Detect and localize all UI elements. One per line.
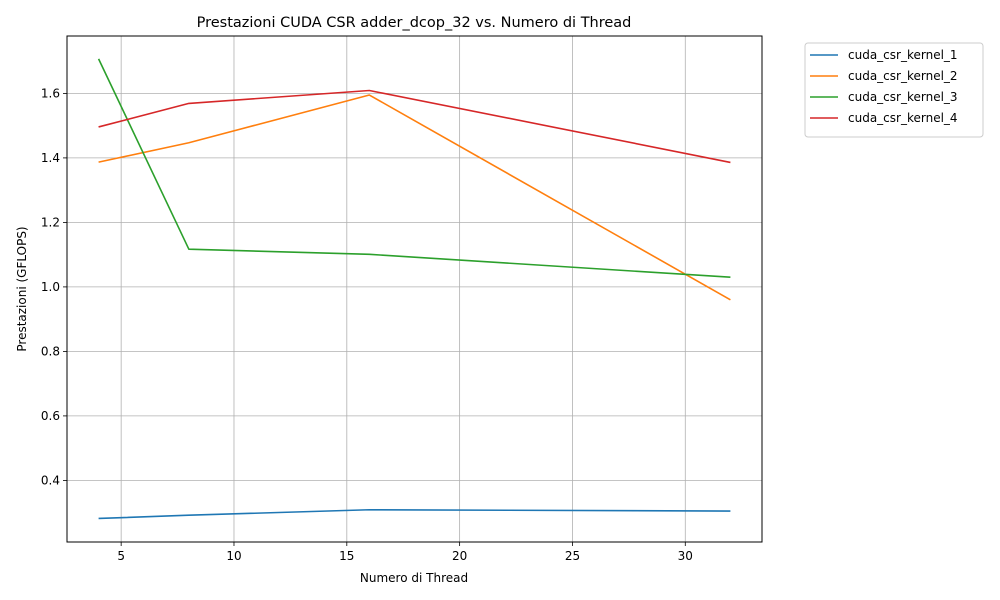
x-tick-label: 15 bbox=[339, 549, 354, 563]
y-tick-label: 0.6 bbox=[41, 409, 60, 423]
x-axis-label: Numero di Thread bbox=[360, 571, 468, 585]
grid-lines bbox=[67, 36, 762, 542]
x-tick-label: 30 bbox=[678, 549, 693, 563]
y-axis-ticks: 0.4 0.6 0.8 1.0 1.2 1.4 1.6 bbox=[41, 86, 67, 487]
legend-label-2: cuda_csr_kernel_2 bbox=[848, 69, 958, 83]
y-tick-label: 1.0 bbox=[41, 280, 60, 294]
x-tick-label: 5 bbox=[117, 549, 125, 563]
plot-area-frame bbox=[66, 35, 763, 543]
x-axis-ticks: 5 10 15 20 25 30 bbox=[117, 542, 693, 563]
y-tick-label: 1.4 bbox=[41, 151, 60, 165]
chart-title: Prestazioni CUDA CSR adder_dcop_32 vs. N… bbox=[197, 15, 632, 31]
series-lines bbox=[97, 58, 731, 520]
x-tick-label: 10 bbox=[226, 549, 241, 563]
series-line-1 bbox=[98, 508, 731, 520]
y-axis-label: Prestazioni (GFLOPS) bbox=[15, 226, 29, 351]
legend-label-1: cuda_csr_kernel_1 bbox=[848, 48, 958, 62]
legend: cuda_csr_kernel_1 cuda_csr_kernel_2 cuda_c… bbox=[804, 42, 984, 138]
y-tick-label: 0.4 bbox=[41, 473, 60, 487]
x-tick-label: 25 bbox=[565, 549, 580, 563]
y-tick-label: 1.2 bbox=[41, 215, 60, 229]
y-tick-label: 1.6 bbox=[41, 86, 60, 100]
legend-label-3: cuda_csr_kernel_3 bbox=[848, 90, 958, 104]
series-line-3 bbox=[97, 58, 731, 279]
legend-box bbox=[804, 42, 984, 138]
y-tick-label: 0.8 bbox=[41, 344, 60, 358]
legend-label-4: cuda_csr_kernel_4 bbox=[848, 111, 958, 125]
x-tick-label: 20 bbox=[452, 549, 467, 563]
series-line-4 bbox=[98, 89, 731, 164]
